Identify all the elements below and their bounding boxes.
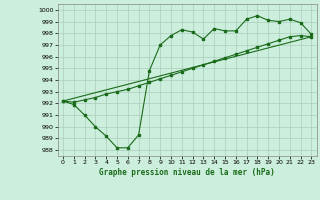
X-axis label: Graphe pression niveau de la mer (hPa): Graphe pression niveau de la mer (hPa) (99, 168, 275, 177)
